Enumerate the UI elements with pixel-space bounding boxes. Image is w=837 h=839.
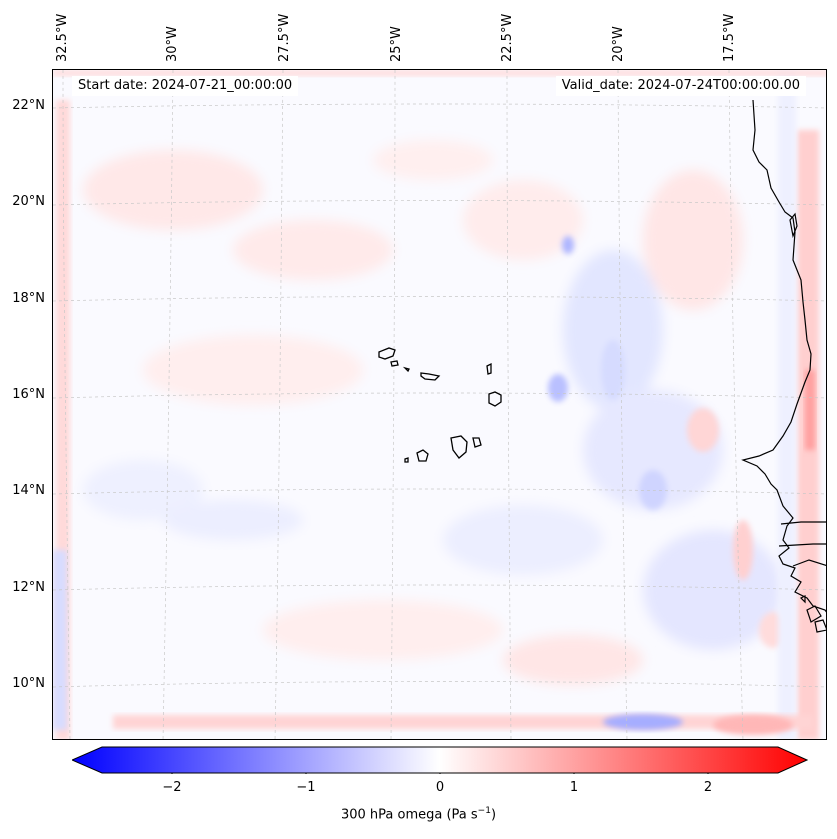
- lat-label-20n: 20°N: [12, 194, 45, 209]
- lat-label-16n: 16°N: [12, 387, 45, 402]
- lat-label-22n: 22°N: [12, 98, 45, 113]
- lat-label-14n: 14°N: [12, 483, 45, 498]
- colorbar-tick-1: 1: [569, 780, 579, 795]
- lon-label-25w: 25°W: [389, 26, 404, 62]
- coastline: [741, 99, 826, 633]
- lon-label-17.5w: 17.5°W: [722, 13, 737, 62]
- lat-label-10n: 10°N: [12, 676, 45, 691]
- lon-label-30w: 30°W: [165, 26, 180, 62]
- lon-label-22.5w: 22.5°W: [500, 13, 515, 62]
- colorbar-gradient: [70, 746, 809, 777]
- colorbar-label-exponent: −1: [477, 806, 491, 816]
- lon-label-27.5w: 27.5°W: [277, 13, 292, 62]
- omega-map: [52, 69, 827, 740]
- graticule: [53, 70, 826, 739]
- colorbar-label: 300 hPa omega (Pa s−1): [0, 806, 837, 822]
- cape-verde-islands: [378, 347, 502, 463]
- lon-label-20w: 20°W: [611, 26, 626, 62]
- colorbar-tick-0: 0: [435, 780, 445, 795]
- lat-label-12n: 12°N: [12, 580, 45, 595]
- lon-label-32.5w: 32.5°W: [55, 13, 70, 62]
- valid-date-label: Valid_date: 2024-07-24T00:00:00.00: [555, 76, 806, 96]
- omega-field: [53, 70, 826, 739]
- colorbar: [70, 746, 809, 777]
- lat-label-18n: 18°N: [12, 291, 45, 306]
- colorbar-tick-neg2: −2: [162, 780, 182, 795]
- omega-patches: [83, 140, 783, 685]
- colorbar-label-end: ): [490, 807, 497, 823]
- colorbar-tick-2: 2: [703, 780, 713, 795]
- start-date-label: Start date: 2024-07-21_00:00:00: [72, 76, 299, 96]
- colorbar-tick-neg1: −1: [296, 780, 316, 795]
- colorbar-label-text: 300 hPa omega (Pa s: [340, 807, 478, 823]
